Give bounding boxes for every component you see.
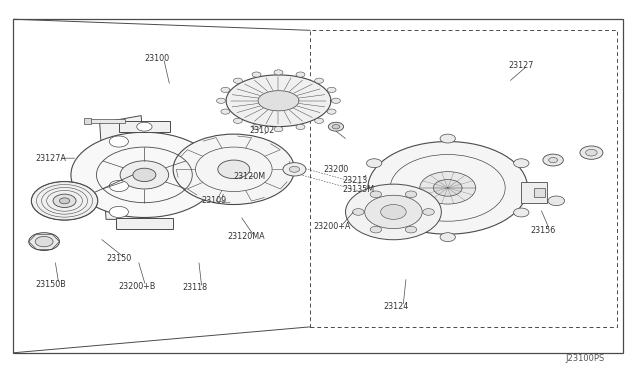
Circle shape bbox=[370, 191, 381, 198]
Text: 23124: 23124 bbox=[384, 302, 409, 311]
Circle shape bbox=[120, 161, 169, 189]
Circle shape bbox=[381, 205, 406, 219]
Circle shape bbox=[514, 208, 529, 217]
Circle shape bbox=[274, 126, 283, 132]
Text: 23109: 23109 bbox=[202, 196, 227, 205]
Circle shape bbox=[328, 122, 344, 131]
Circle shape bbox=[586, 149, 597, 156]
Circle shape bbox=[71, 132, 218, 218]
Text: 23120M: 23120M bbox=[234, 172, 266, 181]
Circle shape bbox=[367, 208, 382, 217]
Circle shape bbox=[332, 125, 340, 129]
Polygon shape bbox=[116, 218, 173, 229]
Circle shape bbox=[252, 72, 261, 77]
Circle shape bbox=[289, 166, 300, 172]
Text: 23150B: 23150B bbox=[36, 280, 67, 289]
Text: 23127A: 23127A bbox=[36, 154, 67, 163]
Circle shape bbox=[367, 159, 382, 168]
Circle shape bbox=[35, 236, 53, 247]
Circle shape bbox=[296, 124, 305, 129]
Text: 23120MA: 23120MA bbox=[227, 231, 265, 241]
Circle shape bbox=[368, 141, 527, 234]
Text: 23200+B: 23200+B bbox=[119, 282, 156, 291]
Text: 23156: 23156 bbox=[531, 226, 556, 235]
Circle shape bbox=[327, 109, 336, 114]
Circle shape bbox=[60, 198, 70, 204]
Circle shape bbox=[221, 87, 230, 93]
Text: 23200+A: 23200+A bbox=[314, 222, 351, 231]
Circle shape bbox=[315, 78, 324, 83]
Circle shape bbox=[353, 209, 364, 215]
Circle shape bbox=[109, 136, 129, 147]
Polygon shape bbox=[119, 121, 170, 132]
Polygon shape bbox=[258, 91, 299, 111]
Text: 23150: 23150 bbox=[106, 254, 131, 263]
Bar bbox=[521, 182, 547, 203]
Bar bbox=[84, 118, 92, 125]
Text: 23100: 23100 bbox=[145, 54, 170, 62]
Circle shape bbox=[405, 191, 417, 198]
Circle shape bbox=[53, 194, 76, 208]
Circle shape bbox=[234, 78, 243, 83]
Circle shape bbox=[514, 159, 529, 168]
Circle shape bbox=[346, 184, 442, 240]
Circle shape bbox=[283, 163, 306, 176]
Text: 23135M: 23135M bbox=[342, 185, 374, 194]
Bar bbox=[310, 31, 617, 327]
Circle shape bbox=[29, 233, 60, 250]
Circle shape bbox=[420, 171, 476, 204]
Circle shape bbox=[405, 226, 417, 233]
Circle shape bbox=[548, 157, 557, 163]
Circle shape bbox=[423, 209, 435, 215]
Circle shape bbox=[580, 146, 603, 159]
Circle shape bbox=[274, 70, 283, 75]
Circle shape bbox=[133, 168, 156, 182]
Circle shape bbox=[370, 226, 381, 233]
Text: 23127: 23127 bbox=[508, 61, 534, 70]
Circle shape bbox=[137, 122, 152, 131]
Bar bbox=[13, 19, 623, 353]
Circle shape bbox=[216, 98, 225, 103]
Circle shape bbox=[327, 87, 336, 93]
Text: 23118: 23118 bbox=[182, 283, 208, 292]
Circle shape bbox=[31, 182, 98, 220]
Circle shape bbox=[252, 124, 261, 129]
Circle shape bbox=[440, 233, 456, 241]
Text: J23100PS: J23100PS bbox=[566, 354, 605, 363]
Circle shape bbox=[109, 180, 129, 192]
Circle shape bbox=[332, 98, 340, 103]
Circle shape bbox=[365, 195, 422, 229]
Circle shape bbox=[234, 118, 243, 124]
Circle shape bbox=[109, 206, 129, 218]
Circle shape bbox=[221, 109, 230, 114]
Polygon shape bbox=[226, 75, 331, 126]
Polygon shape bbox=[100, 116, 148, 219]
Circle shape bbox=[296, 72, 305, 77]
Text: 23200: 23200 bbox=[323, 165, 348, 174]
Circle shape bbox=[543, 154, 563, 166]
Circle shape bbox=[440, 134, 456, 143]
Circle shape bbox=[173, 134, 294, 205]
Circle shape bbox=[433, 180, 462, 196]
Circle shape bbox=[218, 160, 250, 179]
Circle shape bbox=[315, 118, 324, 124]
Circle shape bbox=[548, 196, 564, 206]
Text: 23213: 23213 bbox=[342, 176, 367, 185]
Text: 23102: 23102 bbox=[250, 126, 275, 135]
Bar bbox=[534, 188, 545, 197]
Bar bbox=[90, 119, 125, 124]
